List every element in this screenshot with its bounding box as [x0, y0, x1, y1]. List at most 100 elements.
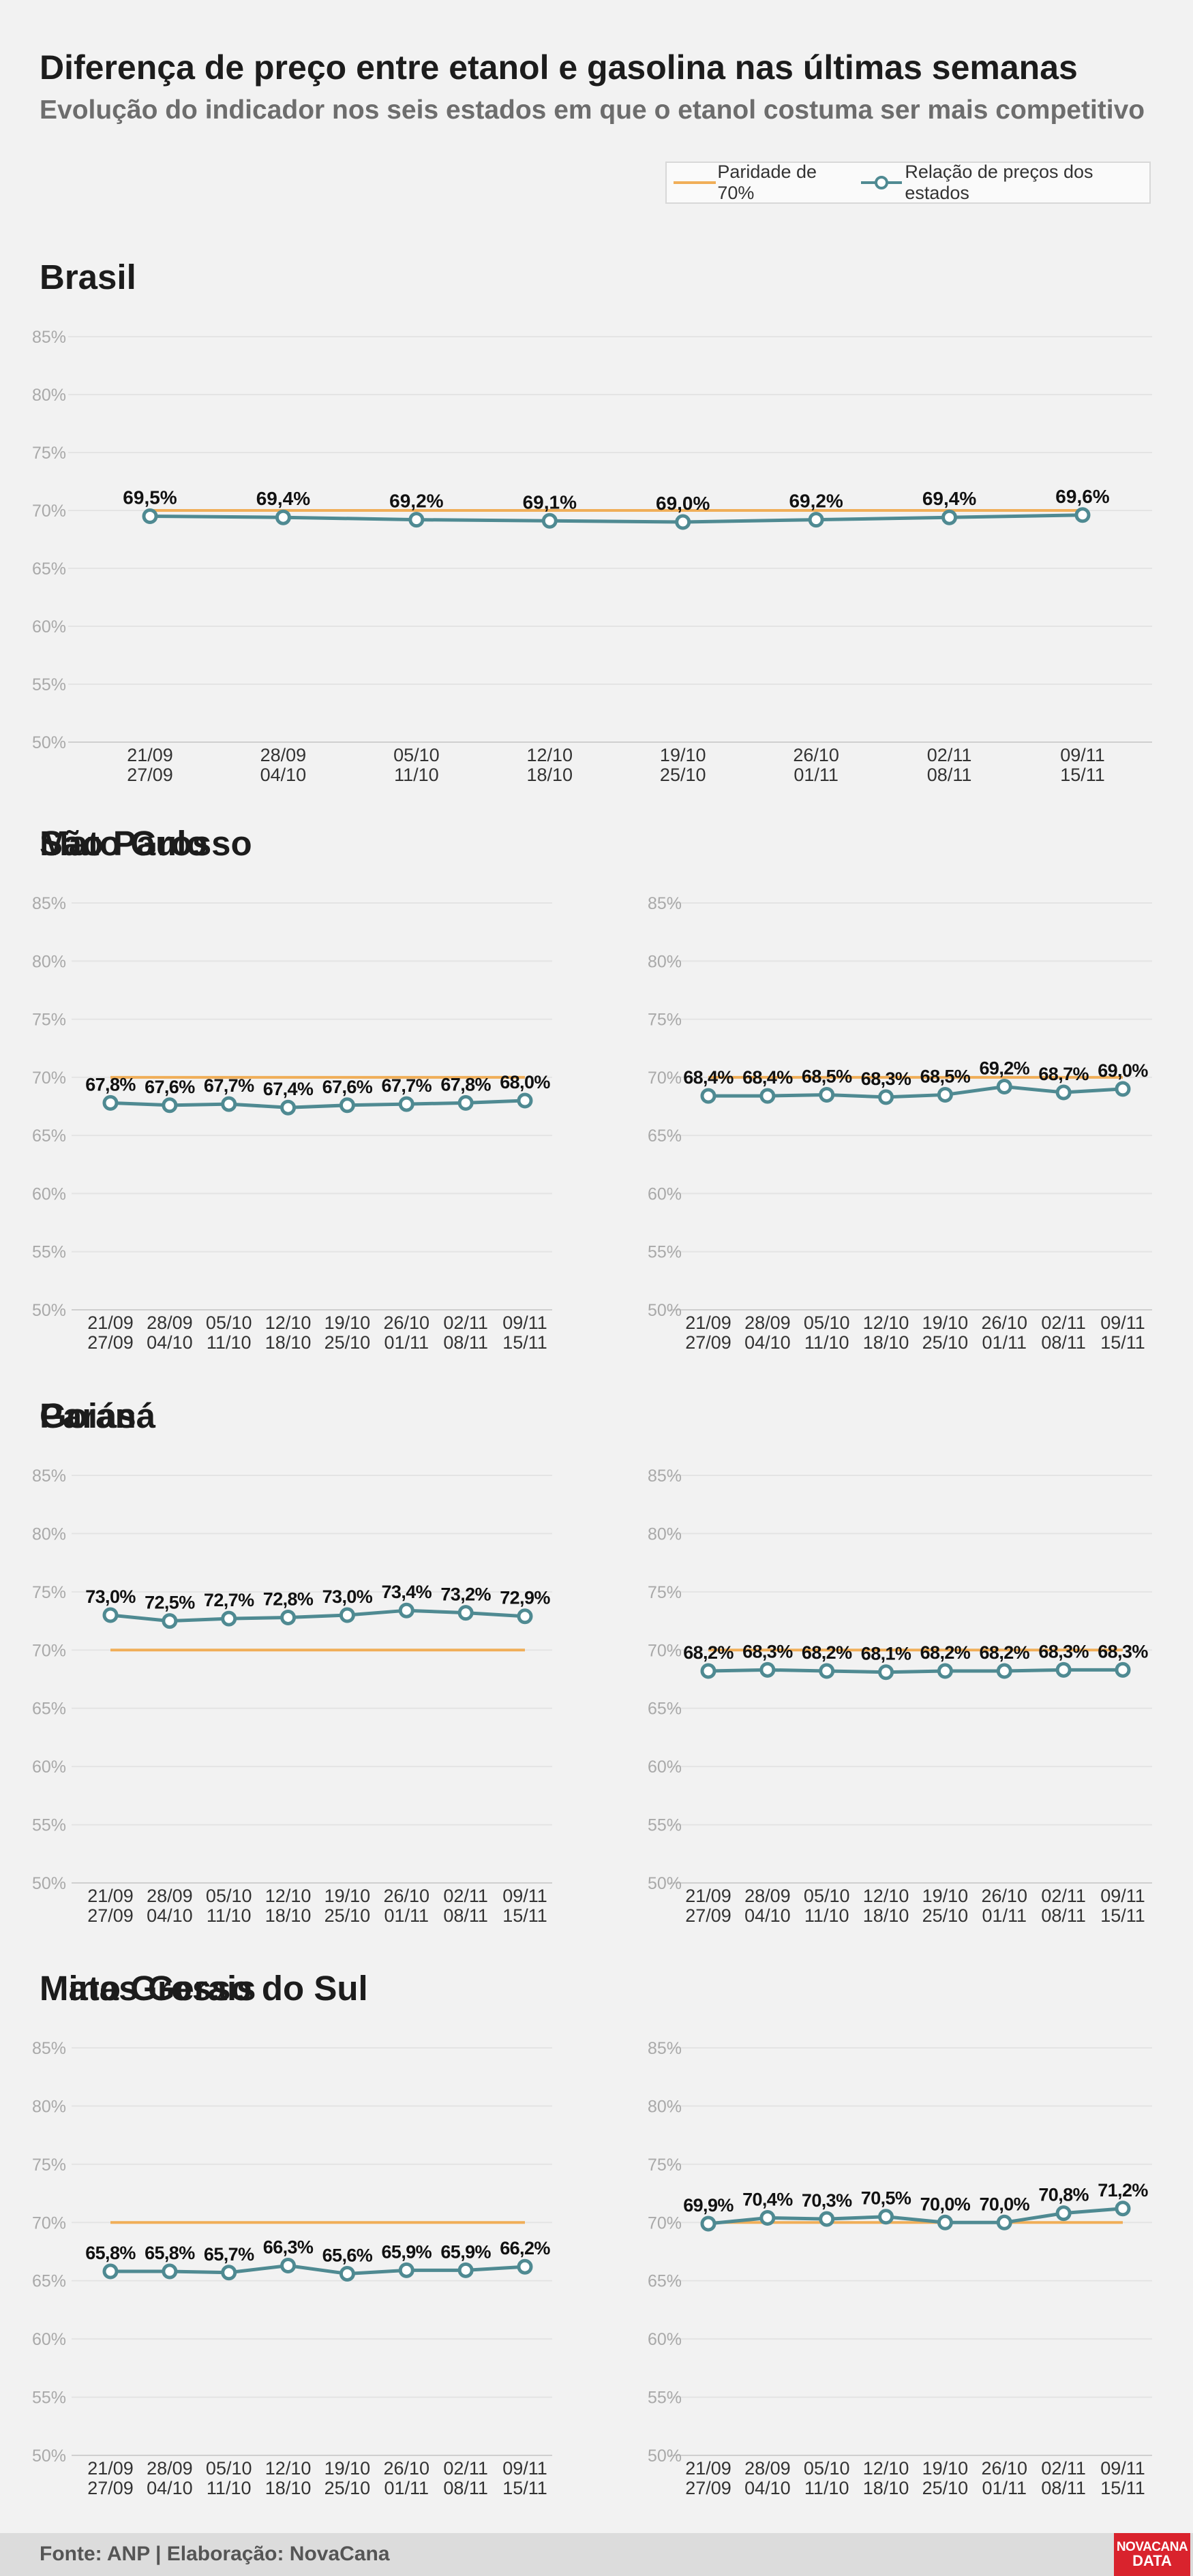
data-point [937, 2214, 953, 2230]
data-label: 68,2% [920, 1642, 971, 1663]
data-point [996, 1663, 1012, 1679]
x-tick-label: 02/11 08/11 [443, 1886, 488, 1926]
data-point [398, 2262, 414, 2278]
x-tick-label: 21/09 27/09 [685, 1886, 731, 1926]
data-point [221, 1096, 237, 1112]
data-label: 66,3% [263, 2237, 314, 2258]
x-tick-label: 05/10 11/10 [206, 1886, 252, 1926]
x-tick-label: 26/10 01/11 [981, 2458, 1027, 2498]
data-point [759, 1661, 776, 1678]
data-point [221, 2265, 237, 2281]
data-point [700, 1663, 716, 1679]
data-point [517, 1092, 533, 1109]
data-point [1055, 1084, 1072, 1101]
source-credit: Fonte: ANP | Elaboração: NovaCana [40, 2543, 390, 2565]
y-tick-label: 60% [648, 2330, 682, 2349]
data-point [162, 1613, 178, 1629]
x-tick-label: 12/10 18/10 [526, 745, 573, 785]
data-point [878, 2209, 894, 2225]
y-tick-label: 75% [648, 1583, 682, 1602]
data-point [819, 2211, 835, 2227]
x-tick-label: 26/10 01/11 [981, 1313, 1027, 1353]
chart-title: São Paulo [40, 824, 208, 863]
x-tick-label: 02/11 08/11 [443, 2458, 488, 2498]
chart-title: Paraná [40, 1396, 156, 1435]
data-label: 68,4% [683, 1067, 734, 1088]
y-tick-label: 60% [32, 1184, 66, 1203]
x-tick-label: 09/11 15/11 [502, 2458, 547, 2498]
y-tick-label: 55% [648, 2389, 682, 2408]
data-point [996, 1079, 1012, 1095]
chart-panel-parana: Paraná 50% 55% 60% 65% 70% 75% 80% 85% 68,2% 68,3%… [40, 1396, 1152, 1926]
y-tick-label: 50% [648, 1874, 682, 1893]
x-tick-label: 12/10 18/10 [863, 2458, 909, 2498]
x-tick-label: 05/10 11/10 [804, 2458, 850, 2498]
y-tick-label: 85% [32, 328, 66, 347]
y-tick-label: 85% [648, 2039, 682, 2058]
logo-line-2: DATA [1132, 2552, 1172, 2569]
data-point [457, 1094, 474, 1111]
data-point [339, 1607, 355, 1623]
legend-parity-label: Paridade de 70% [717, 162, 817, 203]
y-tick-label: 50% [648, 2447, 682, 2466]
series-line [708, 1668, 1123, 1674]
data-label: 67,7% [382, 1075, 432, 1096]
data-point [162, 2263, 178, 2280]
y-tick-label: 75% [32, 1011, 66, 1030]
y-tick-label: 55% [32, 675, 66, 694]
x-tick-label: 05/10 11/10 [206, 2458, 252, 2498]
data-label: 65,9% [382, 2241, 432, 2262]
data-label: 70,5% [861, 2188, 911, 2209]
y-tick-label: 85% [32, 894, 66, 913]
x-tick-label: 21/09 27/09 [87, 2458, 134, 2498]
y-tick-label: 70% [32, 1641, 66, 1660]
y-tick-label: 70% [32, 2213, 66, 2233]
data-label: 69,2% [980, 1058, 1030, 1079]
data-point [517, 2258, 533, 2275]
chart-title: Mato Grosso do Sul [40, 1969, 368, 2008]
footer-bar: Fonte: ANP | Elaboração: NovaCana NOVACA… [0, 2533, 1193, 2576]
y-tick-label: 75% [648, 2156, 682, 2175]
x-tick-label: 28/09 04/10 [744, 2458, 791, 2498]
x-tick-label: 21/09 27/09 [685, 1313, 731, 1353]
data-label: 70,8% [1038, 2185, 1089, 2205]
data-label: 69,5% [123, 487, 177, 508]
x-tick-label: 19/10 25/10 [922, 2458, 969, 2498]
data-point [339, 1097, 355, 1114]
data-label: 69,1% [523, 491, 577, 512]
series-line [149, 513, 1083, 524]
data-label: 65,8% [145, 2243, 195, 2263]
data-point [280, 2258, 297, 2274]
chart-title: Brasil [40, 258, 136, 296]
x-tick-label: 28/09 04/10 [260, 745, 307, 785]
y-tick-label: 70% [648, 1641, 682, 1660]
data-label: 70,0% [980, 2194, 1030, 2214]
data-point [398, 1096, 414, 1112]
y-tick-label: 60% [32, 617, 66, 637]
legend-series-swatch [860, 176, 902, 189]
y-tick-label: 55% [648, 1816, 682, 1835]
data-label: 67,8% [85, 1074, 136, 1094]
y-tick-label: 65% [32, 2272, 66, 2291]
data-label: 72,9% [500, 1588, 550, 1608]
data-point [996, 2214, 1012, 2230]
y-tick-label: 50% [32, 1301, 66, 1320]
data-point [221, 1610, 237, 1627]
series-line [708, 1084, 1123, 1099]
x-tick-label: 21/09 27/09 [685, 2458, 731, 2498]
data-label: 73,2% [440, 1584, 491, 1605]
y-tick-label: 60% [32, 2330, 66, 2349]
x-tick-label: 02/11 08/11 [1041, 1886, 1086, 1926]
y-tick-label: 80% [648, 952, 682, 971]
x-tick-label: 26/10 01/11 [383, 2458, 429, 2498]
data-point [700, 1088, 716, 1104]
y-tick-label: 80% [32, 952, 66, 971]
x-tick-label: 05/10 11/10 [804, 1886, 850, 1926]
data-label: 68,2% [683, 1642, 734, 1663]
x-tick-label: 09/11 15/11 [1100, 1886, 1145, 1926]
y-tick-label: 85% [648, 894, 682, 913]
data-label: 68,3% [861, 1069, 911, 1089]
data-point [1055, 2205, 1072, 2222]
y-tick-label: 55% [32, 1243, 66, 1262]
chart-title: Minas Gerais [40, 1969, 256, 2008]
